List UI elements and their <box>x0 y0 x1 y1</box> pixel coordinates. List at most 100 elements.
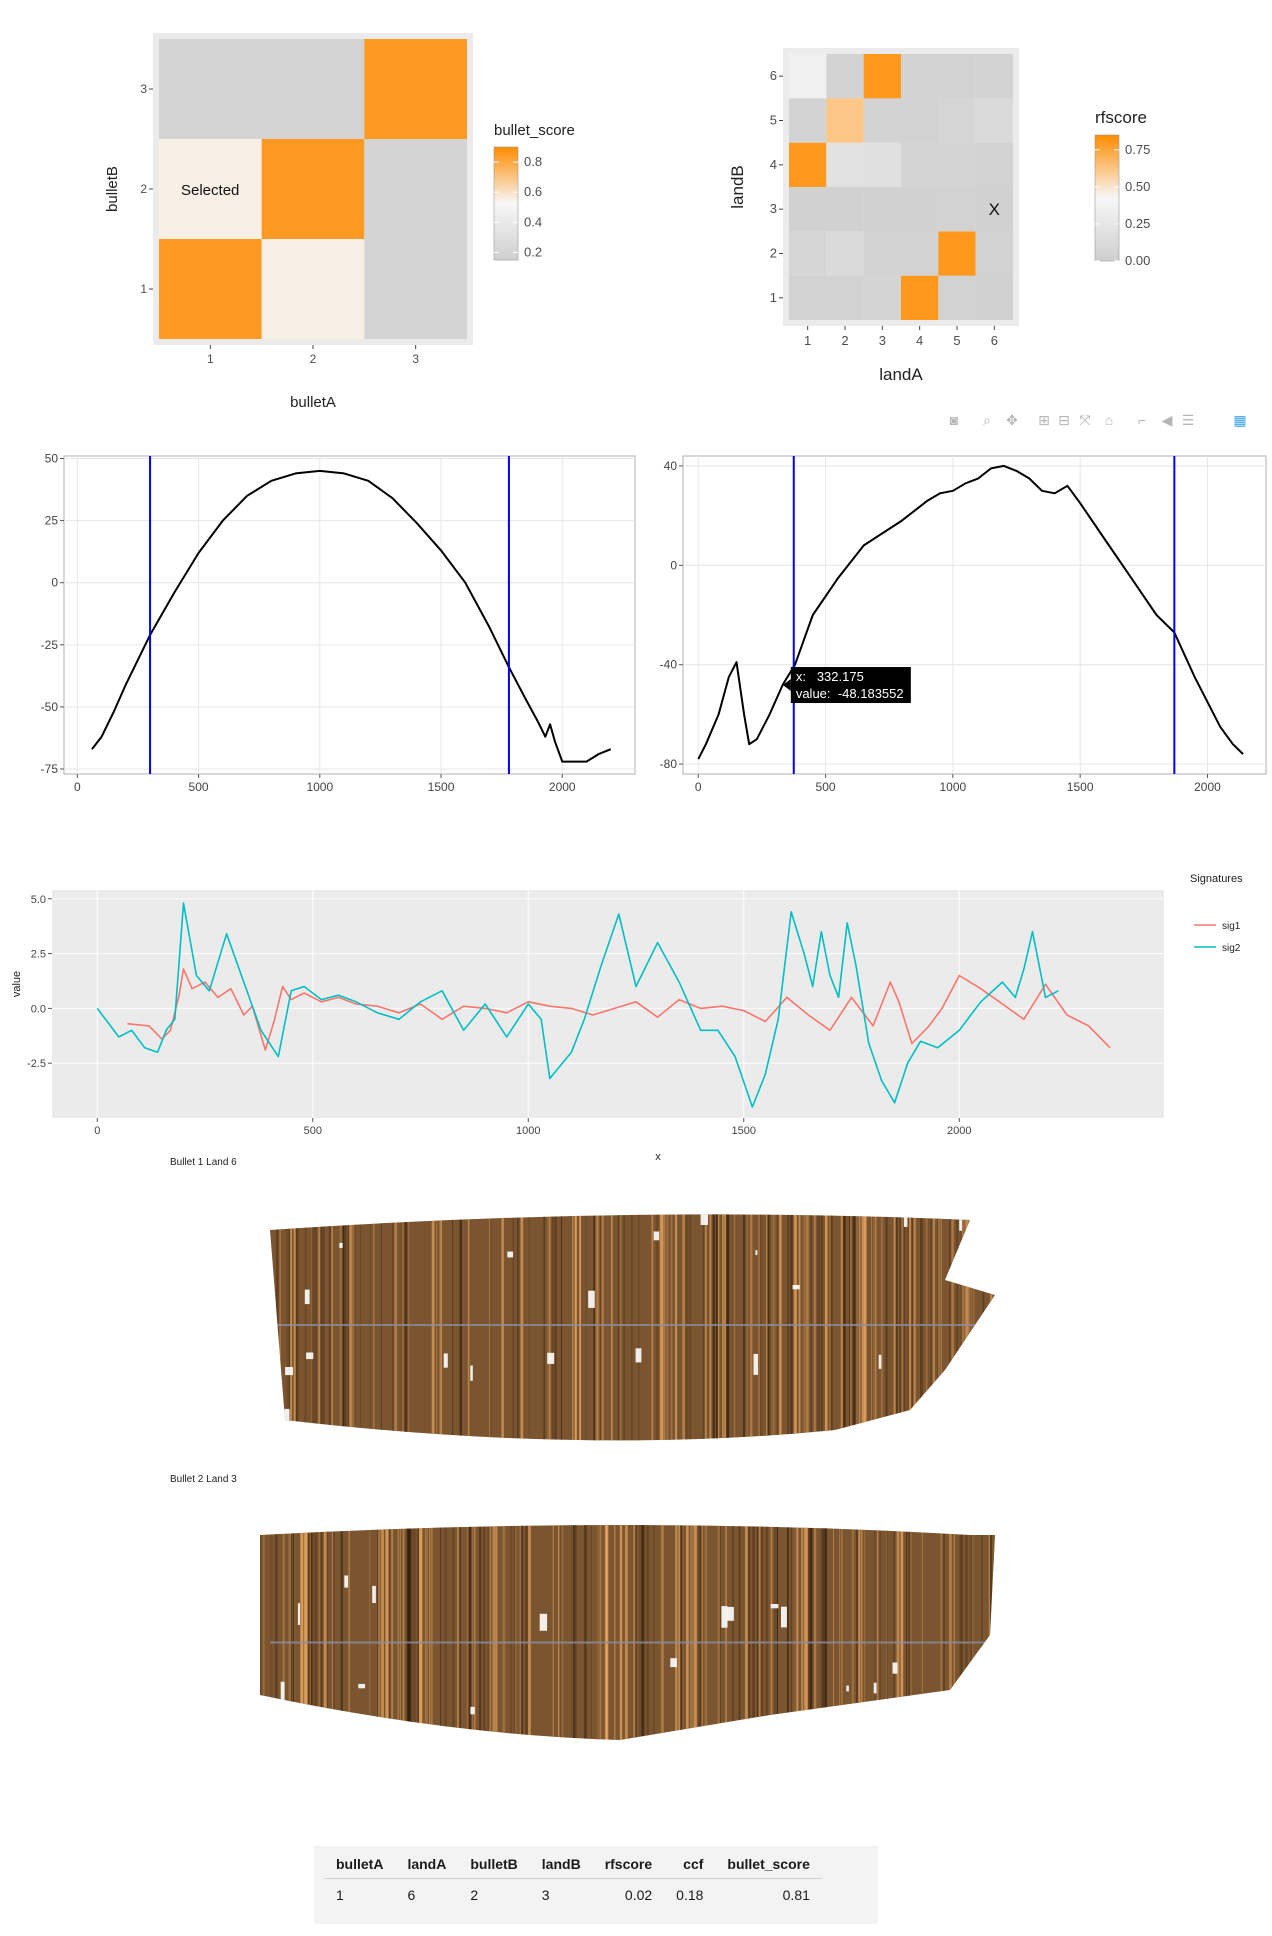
scan-gap <box>788 1755 790 1764</box>
scan-gap <box>653 1231 660 1241</box>
hover-closest-icon[interactable]: ◀ <box>1161 412 1173 428</box>
scan-striation <box>722 1214 724 1441</box>
scan-striation <box>943 1525 945 1740</box>
scan-striation <box>982 1214 985 1441</box>
y-tick-label: 2 <box>140 182 147 196</box>
scan-texture <box>266 1200 995 1450</box>
tooltip-pointer <box>782 679 791 692</box>
x-tick-label: 500 <box>189 780 209 794</box>
scan-striation <box>756 1525 759 1740</box>
scan-gap <box>727 1606 734 1621</box>
scan-striation <box>908 1214 912 1441</box>
spike-lines-icon[interactable]: ⌐ <box>1137 412 1147 428</box>
scan-gap <box>470 1365 473 1381</box>
scan-striation <box>938 1214 941 1441</box>
scan-striation <box>399 1525 400 1740</box>
y-tick-label: 50 <box>45 451 59 465</box>
zoom-icon[interactable]: ⌕ <box>983 412 991 428</box>
scan-gap <box>753 1353 758 1375</box>
camera-icon[interactable]: ◙ <box>949 412 959 428</box>
heatmap-cell <box>261 39 365 139</box>
heatmap-cell <box>938 275 976 320</box>
scan-striation <box>660 1525 664 1740</box>
y-axis-title: bulletB <box>104 166 121 212</box>
y-tick-label: -25 <box>41 638 59 652</box>
scan-striation <box>519 1214 521 1441</box>
autoscale-icon[interactable]: ⤧ <box>1079 412 1091 428</box>
scan-striation <box>392 1214 394 1441</box>
scan-striation <box>893 1525 895 1740</box>
scan-striation <box>597 1525 600 1740</box>
scan-striation <box>373 1214 375 1441</box>
scan-striation <box>790 1525 793 1740</box>
x-tick-label: 6 <box>991 333 998 348</box>
scan-striation <box>266 1200 268 1450</box>
scan-striation <box>633 1525 635 1740</box>
plotly-logo-icon[interactable]: ▦ <box>1233 412 1247 428</box>
scan-striation <box>311 1214 312 1441</box>
scan-striation <box>660 1214 663 1441</box>
scan-striation <box>990 1214 993 1441</box>
reset-axes-icon[interactable]: ⌂ <box>1104 412 1114 428</box>
scan-striation <box>913 1214 916 1441</box>
scan-striation <box>967 1214 970 1441</box>
scan-striation <box>574 1525 576 1740</box>
scan-striation <box>754 1525 755 1740</box>
y-axis-title: value <box>11 971 23 997</box>
scan-striation <box>733 1214 736 1441</box>
y-tick-label: 3 <box>770 201 777 216</box>
scan-striation <box>572 1525 576 1740</box>
scan-gap <box>846 1685 849 1692</box>
tooltip-x-value: 332.175 <box>817 669 864 684</box>
pan-icon[interactable]: ✥ <box>1006 412 1018 428</box>
scan-striation <box>896 1525 900 1740</box>
scan-striation <box>821 1525 824 1740</box>
scan-striation <box>351 1214 355 1441</box>
scan-gap <box>982 1719 988 1740</box>
scan-striation <box>961 1214 964 1441</box>
scan-striation <box>623 1214 625 1441</box>
scan-striation <box>873 1214 876 1441</box>
y-tick-label: 3 <box>140 82 147 96</box>
heatmap-cell <box>863 275 901 320</box>
scan-striation <box>512 1214 515 1441</box>
scan-striation <box>805 1214 809 1441</box>
y-tick-label: 2 <box>770 246 777 261</box>
scan-striation <box>712 1214 715 1441</box>
scan-gap <box>372 1585 376 1603</box>
y-tick-label: -50 <box>41 700 59 714</box>
scan-striation <box>320 1525 323 1740</box>
heatmap-cell <box>863 98 901 143</box>
zoom-out-icon[interactable]: ⊟ <box>1058 412 1070 428</box>
scan-striation <box>359 1214 362 1441</box>
legend-colorbar <box>1094 134 1120 262</box>
scan-striation <box>774 1525 776 1740</box>
hover-compare-icon[interactable]: ☰ <box>1181 412 1195 428</box>
legend-label-sig1: sig1 <box>1222 921 1241 932</box>
scan-striation <box>895 1214 898 1441</box>
table-cell: 1 <box>336 1887 344 1903</box>
scan-striation <box>695 1525 697 1740</box>
x-tick-label: 1000 <box>940 780 967 794</box>
scan-striation <box>879 1525 881 1740</box>
scan-striation <box>425 1525 428 1740</box>
profile-line <box>91 469 612 763</box>
zoom-in-icon[interactable]: ⊞ <box>1038 412 1050 428</box>
scan-striation <box>719 1525 722 1740</box>
scan-striation <box>591 1525 592 1740</box>
heatmap-cell <box>975 142 1013 187</box>
x-tick-label: 2000 <box>549 780 576 794</box>
scan-striation <box>639 1525 642 1740</box>
scan-striation <box>907 1214 910 1441</box>
scan-striation <box>774 1214 778 1441</box>
scan-gap <box>588 1290 595 1308</box>
legend-tick-label: 0.4 <box>524 214 542 229</box>
scan-striation <box>452 1214 454 1441</box>
scan-striation <box>950 1214 952 1441</box>
scan-striation <box>435 1214 437 1441</box>
heatmap-cell <box>826 142 864 187</box>
bullet-2-land-3-scan <box>260 1525 995 1764</box>
scan-striation <box>689 1525 693 1740</box>
y-tick-label: 0 <box>51 576 58 590</box>
scan-striation <box>431 1214 435 1441</box>
